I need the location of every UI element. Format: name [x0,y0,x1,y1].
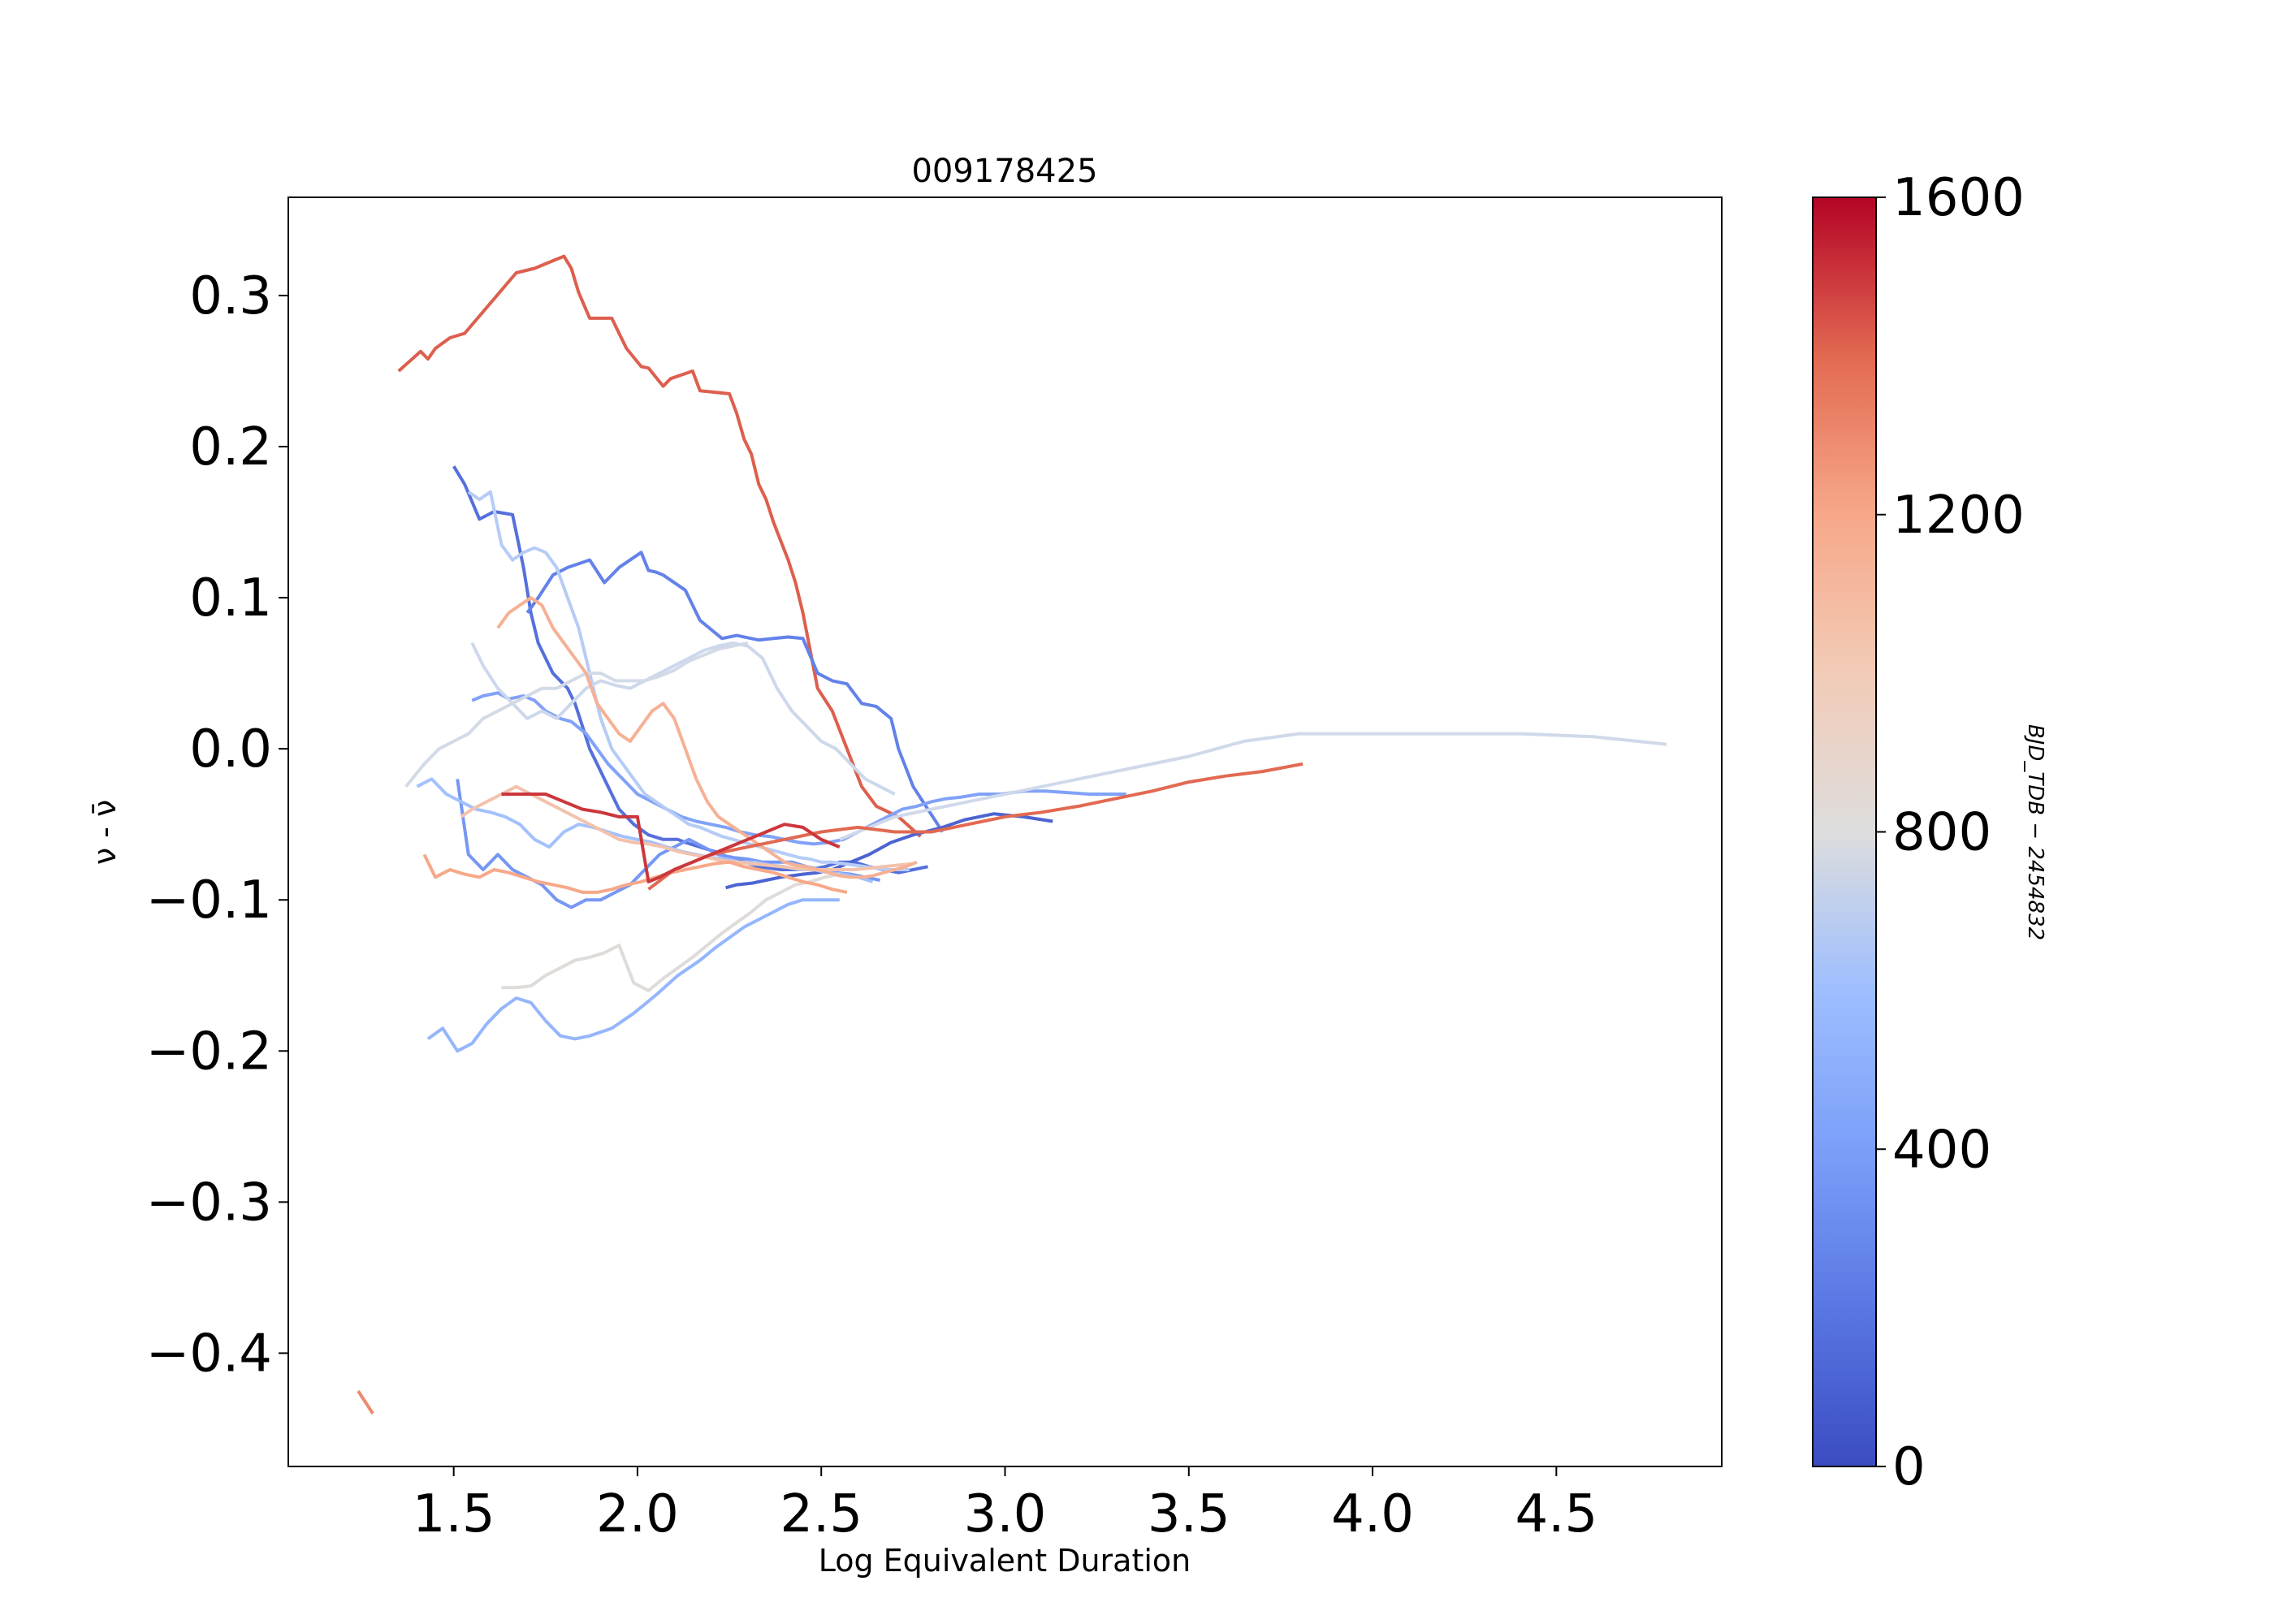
plot-frame [287,197,1723,1467]
colorbar-label: BJD_TDB − 2454832 [2023,724,2047,940]
colorbar-tick-label: 400 [1892,1120,1991,1180]
chart-title: 009178425 [911,153,1097,190]
y-tick-label: −0.4 [146,1324,272,1384]
y-tick-label: 0.2 [189,417,272,477]
y-tick-label: −0.2 [146,1021,272,1082]
y-tick-label: −0.1 [146,870,272,931]
colorbar-tick-label: 1600 [1892,168,2025,228]
y-axis-label: ν - ν̄ [87,800,123,865]
series-line-15 [422,853,848,894]
x-tick-label: 3.0 [964,1484,1047,1544]
series-line-9 [470,641,896,796]
series-line-18 [501,793,841,883]
x-axis-ticks: 1.5 2.0 2.5 3.0 3.5 4.0 4.5 [413,1466,1597,1544]
series-line-16 [357,1389,374,1415]
series-line-11 [404,641,749,788]
series-line-5 [471,691,1126,846]
y-tick-label: 0.1 [189,568,272,628]
series-line-10 [839,732,1667,841]
colorbar-ticks: 0 400 800 1200 1600 [1876,168,2025,1497]
series-line-12 [501,872,841,992]
x-tick-label: 2.5 [780,1484,862,1544]
series-line-2 [525,551,945,833]
colorbar [1812,197,1877,1467]
y-axis-ticks: 0.3 0.2 0.1 0.0 −0.1 −0.2 −0.3 −0.4 [146,266,288,1384]
series-line-0 [397,254,922,838]
x-axis-label: Log Equivalent Duration [819,1543,1191,1579]
x-tick-label: 2.0 [596,1484,679,1544]
colorbar-tick-label: 0 [1892,1437,1926,1497]
series-line-14 [496,596,918,879]
y-tick-label: 0.3 [189,266,272,326]
x-tick-label: 1.5 [413,1484,495,1544]
y-tick-label: 0.0 [189,719,272,780]
x-tick-label: 4.5 [1515,1484,1597,1544]
x-tick-label: 3.5 [1148,1484,1230,1544]
colorbar-tick-label: 800 [1892,803,1991,863]
series-line-17 [647,762,1303,891]
series-line-6 [426,898,840,1053]
series-line-1 [452,465,928,875]
series-lines [357,254,1667,1415]
x-tick-label: 4.0 [1331,1484,1414,1544]
y-tick-label: −0.3 [146,1173,272,1233]
colorbar-tick-label: 1200 [1892,486,2025,546]
series-line-8 [467,490,910,871]
